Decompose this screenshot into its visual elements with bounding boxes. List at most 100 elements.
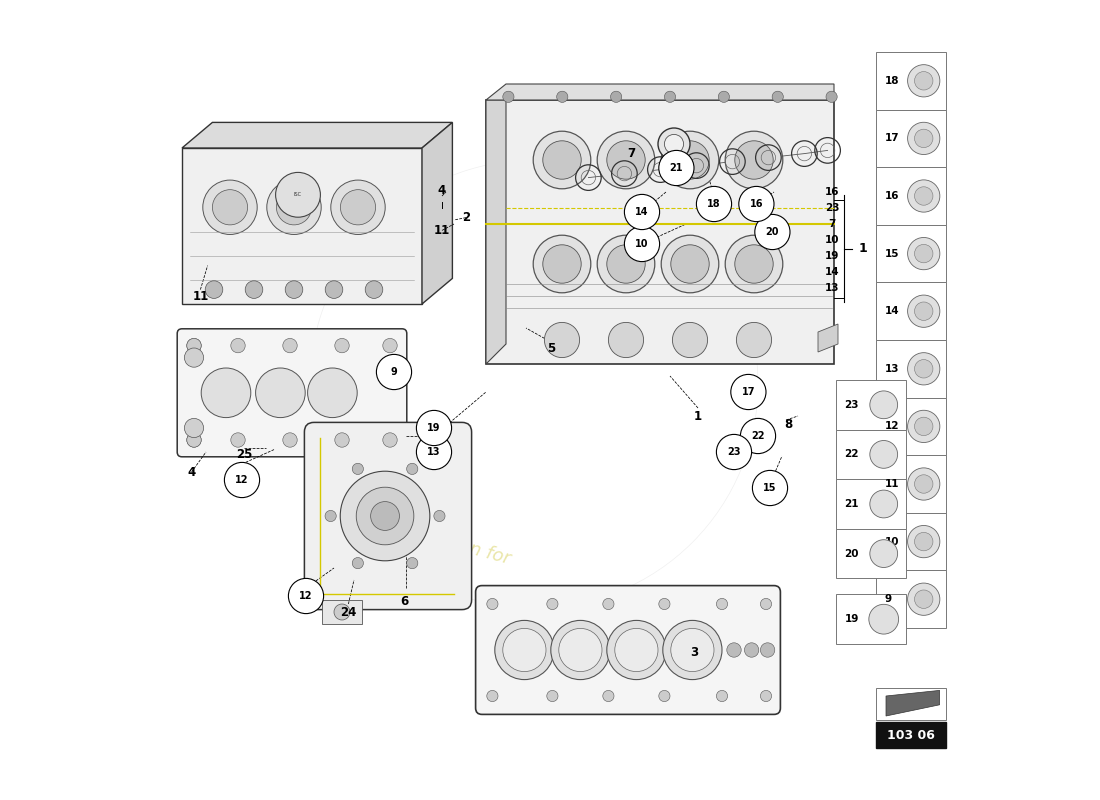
- Circle shape: [352, 463, 363, 474]
- Text: a passion for: a passion for: [396, 520, 513, 568]
- Polygon shape: [886, 690, 939, 716]
- Circle shape: [869, 604, 899, 634]
- Circle shape: [615, 629, 658, 672]
- Circle shape: [914, 417, 933, 436]
- Polygon shape: [322, 600, 362, 624]
- Polygon shape: [486, 84, 834, 100]
- Circle shape: [772, 91, 783, 102]
- Circle shape: [908, 180, 939, 212]
- Text: 4: 4: [187, 466, 196, 478]
- Circle shape: [376, 354, 411, 390]
- Circle shape: [671, 629, 714, 672]
- Circle shape: [547, 598, 558, 610]
- Text: 15: 15: [763, 483, 777, 493]
- Text: 20: 20: [845, 549, 859, 558]
- Text: 17: 17: [884, 134, 899, 143]
- FancyBboxPatch shape: [305, 422, 472, 610]
- FancyBboxPatch shape: [877, 340, 946, 398]
- Circle shape: [503, 91, 514, 102]
- Circle shape: [718, 91, 729, 102]
- Circle shape: [187, 338, 201, 353]
- Text: 19: 19: [845, 614, 859, 624]
- Circle shape: [407, 463, 418, 474]
- Circle shape: [908, 410, 939, 442]
- Circle shape: [716, 434, 751, 470]
- Circle shape: [908, 583, 939, 615]
- Text: 8: 8: [784, 418, 792, 430]
- Circle shape: [206, 281, 223, 298]
- FancyBboxPatch shape: [877, 398, 946, 455]
- Circle shape: [760, 643, 774, 658]
- Circle shape: [664, 91, 675, 102]
- Circle shape: [739, 186, 774, 222]
- Text: 12: 12: [235, 475, 249, 485]
- Circle shape: [908, 238, 939, 270]
- Text: 10: 10: [636, 239, 649, 249]
- FancyBboxPatch shape: [836, 479, 906, 529]
- Circle shape: [334, 338, 349, 353]
- Text: 12: 12: [884, 422, 899, 431]
- Polygon shape: [818, 324, 838, 352]
- Circle shape: [658, 128, 690, 160]
- FancyBboxPatch shape: [836, 380, 906, 430]
- Circle shape: [659, 150, 694, 186]
- Circle shape: [534, 131, 591, 189]
- Polygon shape: [486, 100, 506, 364]
- Circle shape: [625, 194, 660, 230]
- Circle shape: [334, 433, 349, 447]
- Text: 13: 13: [427, 447, 441, 457]
- Circle shape: [908, 468, 939, 500]
- Circle shape: [331, 180, 385, 234]
- Text: 13: 13: [825, 283, 839, 293]
- Text: 21: 21: [845, 499, 859, 509]
- Circle shape: [608, 322, 644, 358]
- Text: 4: 4: [438, 184, 447, 197]
- Text: 9: 9: [390, 367, 397, 377]
- Text: 20: 20: [766, 227, 779, 237]
- Circle shape: [185, 418, 204, 438]
- Text: 19: 19: [427, 423, 441, 433]
- FancyBboxPatch shape: [877, 513, 946, 570]
- Circle shape: [663, 621, 722, 680]
- Text: 16: 16: [884, 191, 899, 201]
- Circle shape: [908, 353, 939, 385]
- Circle shape: [664, 134, 683, 154]
- Circle shape: [597, 235, 654, 293]
- FancyBboxPatch shape: [177, 329, 407, 457]
- Text: 14: 14: [636, 207, 649, 217]
- Circle shape: [187, 433, 201, 447]
- Text: 18: 18: [707, 199, 721, 209]
- Circle shape: [283, 338, 297, 353]
- Circle shape: [365, 281, 383, 298]
- Circle shape: [212, 190, 248, 225]
- Text: 24: 24: [340, 606, 356, 618]
- Circle shape: [383, 433, 397, 447]
- Circle shape: [187, 338, 201, 353]
- Text: 23: 23: [845, 400, 859, 410]
- Text: 7: 7: [627, 147, 636, 160]
- Circle shape: [487, 690, 498, 702]
- Circle shape: [231, 433, 245, 447]
- FancyBboxPatch shape: [877, 688, 946, 720]
- Circle shape: [740, 418, 776, 454]
- Text: ISC: ISC: [294, 192, 302, 198]
- Circle shape: [625, 226, 660, 262]
- Circle shape: [735, 141, 773, 179]
- Circle shape: [914, 244, 933, 263]
- Text: 16: 16: [750, 199, 763, 209]
- Circle shape: [433, 510, 446, 522]
- Circle shape: [534, 235, 591, 293]
- Text: 11: 11: [192, 290, 209, 302]
- Circle shape: [276, 190, 311, 225]
- Circle shape: [716, 598, 727, 610]
- Circle shape: [267, 180, 321, 234]
- Circle shape: [914, 71, 933, 90]
- Circle shape: [870, 391, 898, 418]
- Text: 7: 7: [828, 219, 836, 229]
- Circle shape: [914, 590, 933, 609]
- FancyBboxPatch shape: [877, 282, 946, 340]
- Circle shape: [914, 474, 933, 494]
- Circle shape: [557, 91, 568, 102]
- Circle shape: [725, 235, 783, 293]
- Circle shape: [607, 245, 646, 283]
